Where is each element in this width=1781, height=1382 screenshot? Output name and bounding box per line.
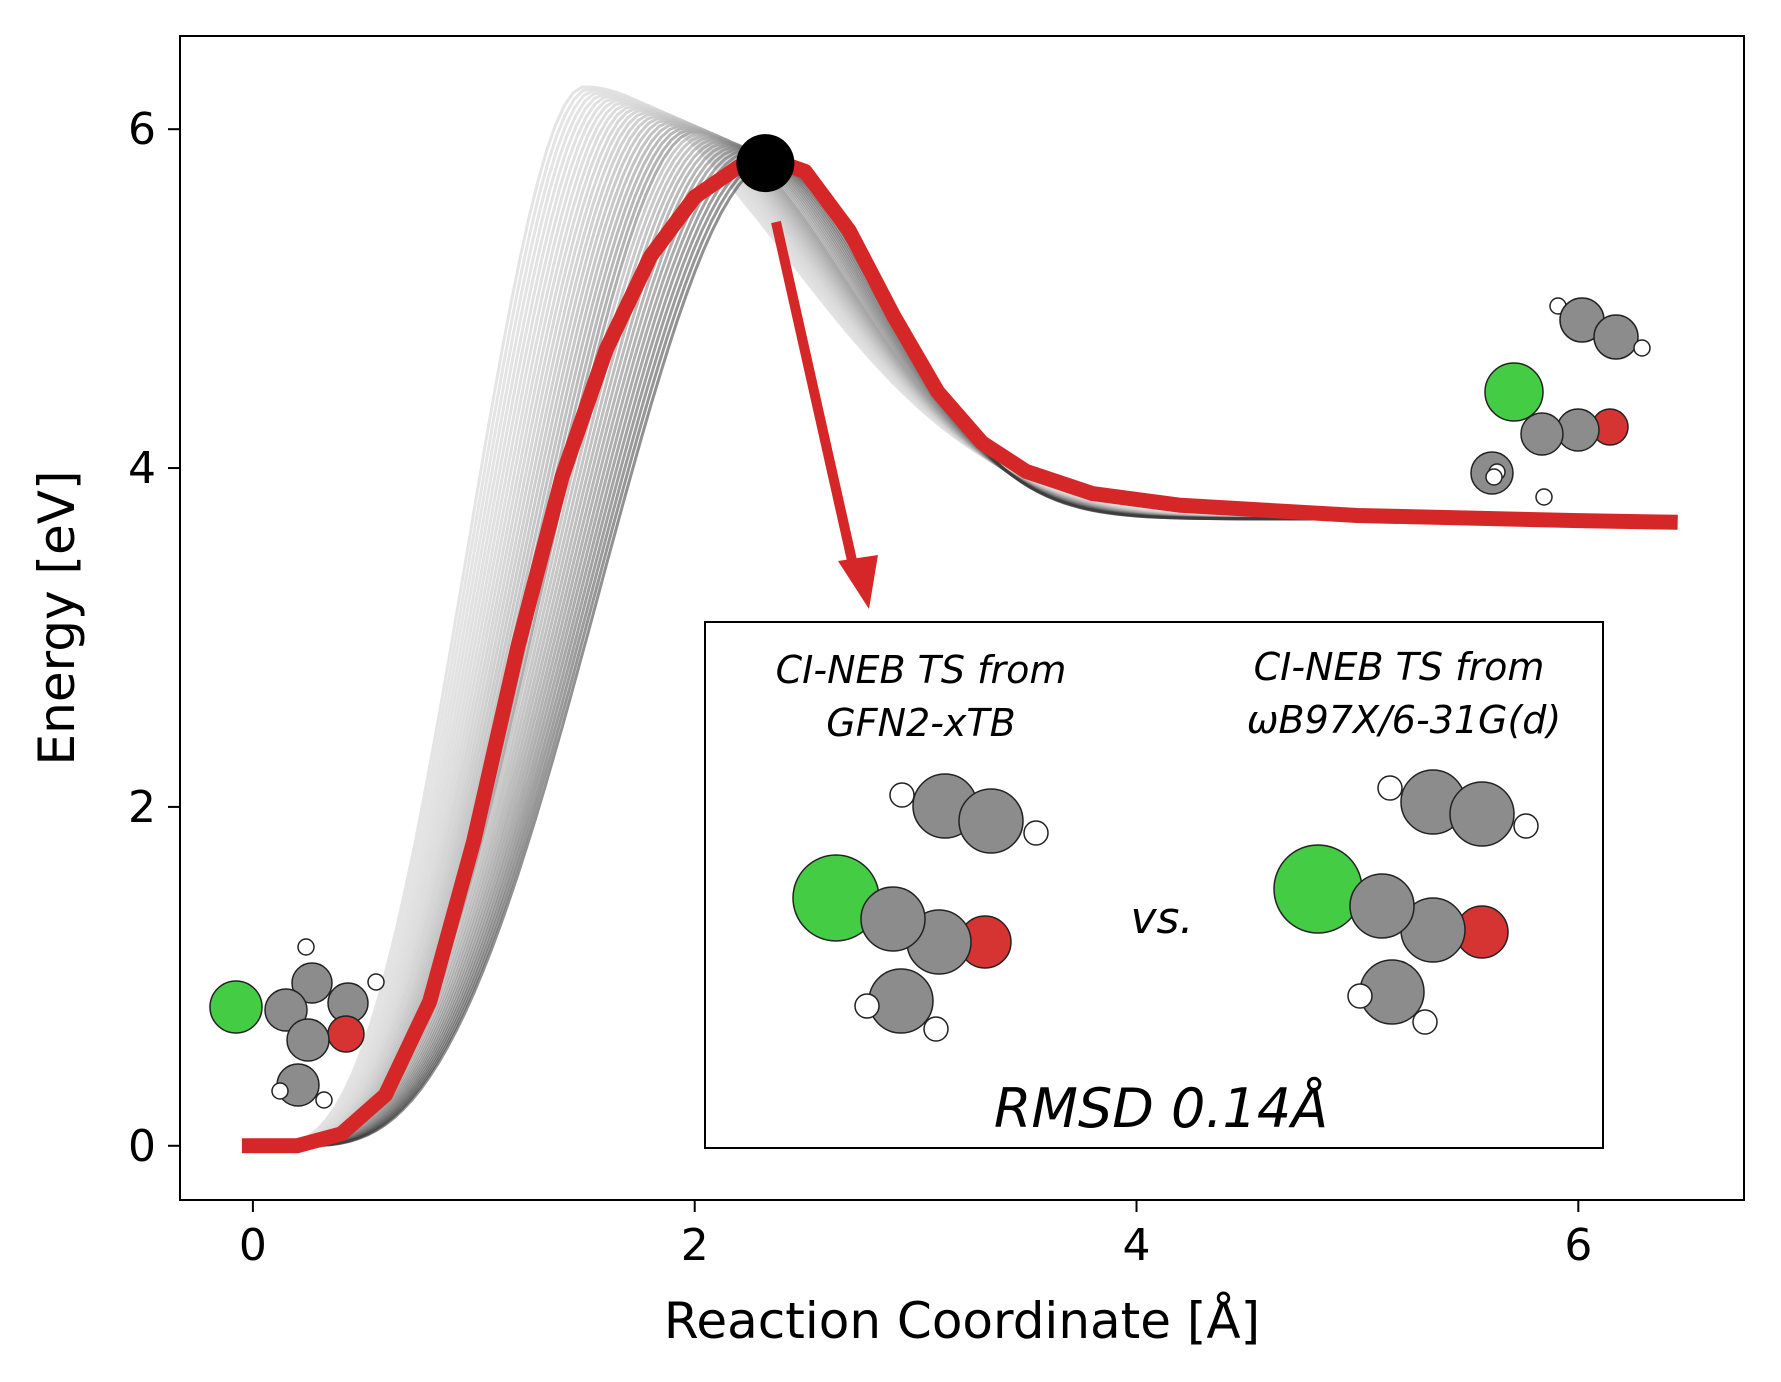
plot-area-frame bbox=[179, 35, 1745, 1201]
left-caption-line2: GFN2-xTB bbox=[826, 701, 1015, 745]
atom-h bbox=[297, 938, 315, 956]
atom-h bbox=[1412, 1009, 1438, 1035]
atom-h bbox=[854, 993, 880, 1019]
x-tick-label: 4 bbox=[1123, 1220, 1151, 1271]
atom-c bbox=[1449, 781, 1515, 847]
atom-c bbox=[1593, 314, 1639, 360]
atom-cl bbox=[209, 980, 263, 1034]
atom-h bbox=[923, 1016, 949, 1042]
atom-c bbox=[860, 886, 926, 952]
y-tick-label: 4 bbox=[128, 443, 156, 494]
x-tick-label: 6 bbox=[1564, 1220, 1592, 1271]
atom-h bbox=[1513, 813, 1539, 839]
atom-c bbox=[1520, 412, 1564, 456]
atom-h bbox=[1633, 339, 1651, 357]
ts-comparison-inset: CI-NEB TS from GFN2-xTB CI-NEB TS from ω… bbox=[704, 621, 1604, 1149]
ts-molecule-gfn2-xtb bbox=[792, 773, 1049, 1042]
atom-h bbox=[1485, 468, 1503, 486]
y-axis-label: Energy [eV] bbox=[28, 471, 86, 766]
atom-cl bbox=[1484, 362, 1544, 422]
atom-h bbox=[889, 782, 915, 808]
atom-cl bbox=[1273, 844, 1363, 934]
ts-molecule-wb97x bbox=[1273, 769, 1539, 1035]
x-axis-label: Reaction Coordinate [Å] bbox=[664, 1292, 1260, 1350]
x-tick-label: 0 bbox=[239, 1220, 267, 1271]
reactant-molecule bbox=[209, 938, 385, 1109]
atom-c bbox=[286, 1018, 330, 1062]
atom-h bbox=[1023, 820, 1049, 846]
atom-c bbox=[291, 962, 333, 1004]
atom-c bbox=[1349, 873, 1415, 939]
atom-c bbox=[958, 788, 1024, 854]
atom-h bbox=[367, 973, 385, 991]
y-axis-ticks: 0 2 4 6 bbox=[128, 104, 180, 1172]
annotation-arrow bbox=[771, 220, 878, 609]
right-caption-line1: CI-NEB TS from bbox=[1254, 645, 1545, 689]
x-tick-label: 2 bbox=[681, 1220, 709, 1271]
transition-state-marker bbox=[736, 134, 795, 193]
atom-h bbox=[1377, 775, 1403, 801]
y-tick-label: 2 bbox=[128, 782, 156, 833]
atom-h bbox=[315, 1091, 333, 1109]
atom-h bbox=[271, 1082, 289, 1100]
left-caption-line1: CI-NEB TS from bbox=[776, 648, 1067, 692]
atom-h bbox=[1347, 983, 1373, 1009]
atom-h bbox=[1535, 488, 1553, 506]
x-axis-ticks: 0 2 4 6 bbox=[239, 1200, 1592, 1271]
atom-c bbox=[264, 988, 308, 1032]
y-tick-label: 0 bbox=[128, 1121, 156, 1172]
product-molecule bbox=[1470, 297, 1651, 506]
vs-label: vs. bbox=[1131, 893, 1194, 944]
right-caption-line2: ωB97X/6-31G(d) bbox=[1247, 698, 1562, 742]
y-tick-label: 6 bbox=[128, 104, 156, 155]
atom-o bbox=[327, 1015, 365, 1053]
rmsd-label: RMSD 0.14Å bbox=[994, 1076, 1328, 1140]
